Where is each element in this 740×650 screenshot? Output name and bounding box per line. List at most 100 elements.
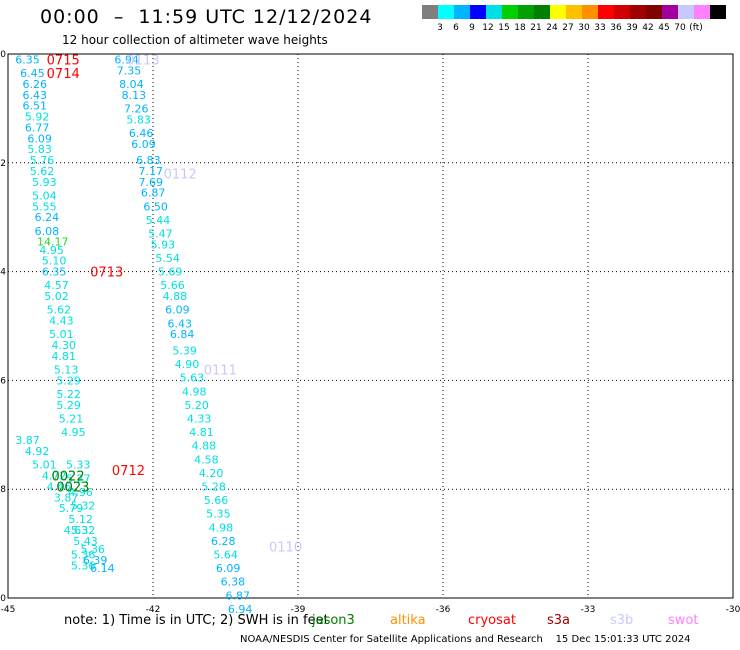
- scale-label: 27: [562, 23, 574, 33]
- scale-swatch: [486, 5, 502, 19]
- track-time-label: 0713: [90, 266, 123, 281]
- scale-swatch: [582, 5, 598, 19]
- scale-swatch: [678, 5, 694, 19]
- wave-height-value: 6.94: [114, 53, 139, 66]
- wave-height-value: 4.98: [209, 521, 234, 534]
- scale-swatch: [566, 5, 582, 19]
- scale-swatch: [534, 5, 550, 19]
- wave-height-value: 6.28: [211, 535, 236, 548]
- scale-label: (ft): [689, 23, 703, 33]
- wave-height-value: 5.32: [71, 500, 96, 513]
- lon-tick-label: -39: [291, 605, 306, 615]
- wave-height-value: 6.87: [226, 589, 251, 602]
- scale-label: 6: [453, 23, 459, 33]
- wave-height-value: 6.83: [136, 154, 161, 167]
- wave-height-value: 4.20: [199, 467, 224, 480]
- track-time-label: 0715: [47, 53, 80, 68]
- wave-height-value: 8.13: [122, 89, 147, 102]
- scale-label: 24: [546, 23, 558, 33]
- wave-height-value: 6.43: [23, 89, 48, 102]
- wave-height-value: 5.92: [25, 111, 49, 124]
- scale-label: 12: [482, 23, 494, 33]
- wave-height-value: 5.83: [27, 143, 52, 156]
- wave-height-value: 5.36: [81, 543, 106, 556]
- footer-note: note: 1) Time is in UTC; 2) SWH is in fe…: [64, 613, 329, 628]
- wave-height-value: 6.14: [90, 562, 115, 575]
- wave-height-value: 5.21: [59, 412, 84, 425]
- wave-height-value: 5.62: [47, 304, 72, 317]
- track-time-label: 0111: [204, 364, 237, 379]
- wave-height-value: 5.66: [160, 279, 185, 292]
- scale-label: 18: [514, 23, 526, 33]
- lon-tick-label: -33: [581, 605, 596, 615]
- scale-swatch: [710, 5, 726, 19]
- scale-swatch: [694, 5, 710, 19]
- wave-height-value: 6.38: [221, 576, 246, 589]
- wave-height-value: 14.17: [37, 236, 69, 249]
- satellite-label: cryosat: [468, 613, 516, 628]
- wave-height-value: 5.93: [151, 238, 176, 251]
- wave-height-value: 6.24: [35, 211, 60, 224]
- lon-tick-label: -30: [726, 605, 740, 615]
- satellite-label: swot: [668, 613, 699, 628]
- scale-label: 30: [578, 23, 590, 33]
- wave-height-value: 8.04: [119, 78, 143, 91]
- scale-swatch: [550, 5, 566, 19]
- wave-height-value: 4.58: [194, 453, 219, 466]
- wave-height-value: 5.04: [32, 189, 57, 202]
- wave-height-value: 4.92: [25, 445, 49, 458]
- wave-height-value: 4.81: [189, 426, 214, 439]
- scale-label: 33: [594, 23, 606, 33]
- scale-label: 42: [642, 23, 654, 33]
- scale-label: 21: [530, 23, 542, 33]
- wave-height-value: 6.39: [83, 554, 108, 567]
- wave-height-value: 5.13: [54, 364, 79, 377]
- satellite-label: altika: [390, 613, 426, 628]
- scale-label: 9: [469, 23, 475, 33]
- wave-height-value: 6.46: [129, 127, 154, 140]
- wave-height-value: 5.33: [66, 459, 91, 472]
- wave-height-value: 4.57: [44, 279, 69, 292]
- wave-height-value: 4.72: [42, 470, 66, 483]
- scale-swatch: [630, 5, 646, 19]
- scale-label: 70: [674, 23, 686, 33]
- wave-height-value: 5.20: [184, 399, 209, 412]
- track-time-label: 0113: [126, 53, 159, 68]
- satellite-label: jason3: [312, 613, 355, 628]
- wave-height-value: 5.47: [148, 228, 173, 241]
- wave-height-value: 5.62: [30, 165, 55, 178]
- scale-swatch: [662, 5, 678, 19]
- wave-height-value: 5.63: [180, 372, 205, 385]
- wave-height-value: 6.87: [141, 187, 166, 200]
- wave-height-value: 4.43: [49, 315, 73, 328]
- wave-height-value: 5.36: [71, 548, 96, 561]
- wave-height-value: 4.81: [52, 350, 77, 363]
- wave-height-value: 6.43: [168, 317, 193, 330]
- lon-tick-label: -45: [1, 605, 16, 615]
- wave-height-value: 6.09: [27, 132, 52, 145]
- scale-swatch: [454, 5, 470, 19]
- wave-height-value: 7.69: [139, 176, 164, 189]
- wave-height-value: 5.43: [73, 535, 98, 548]
- wave-height-value: 6.51: [23, 100, 48, 113]
- wave-height-value: 5.93: [32, 176, 57, 189]
- wave-height-value: 5.54: [155, 252, 180, 265]
- wave-height-value: 4.63: [64, 524, 88, 537]
- wave-height-value: 5.44: [146, 214, 171, 227]
- wave-height-value: 6.09: [165, 304, 190, 317]
- scale-swatch: [470, 5, 486, 19]
- wave-height-value: 4.46: [47, 480, 72, 493]
- scale-swatch: [422, 5, 438, 19]
- wave-height-value: 5.28: [201, 480, 226, 493]
- scale-swatch: [438, 5, 454, 19]
- wave-height-value: 4.30: [52, 339, 77, 352]
- track-time-label: 0712: [112, 464, 145, 479]
- lat-tick-label: -30: [0, 50, 6, 60]
- wave-height-value: 5.32: [71, 524, 96, 537]
- wave-height-value: 5.27: [66, 472, 91, 485]
- track-time-label: 0714: [47, 67, 80, 82]
- wave-height-value: 4.96: [68, 486, 93, 499]
- wave-height-value: 3.87: [54, 491, 79, 504]
- wave-height-value: 5.55: [32, 200, 57, 213]
